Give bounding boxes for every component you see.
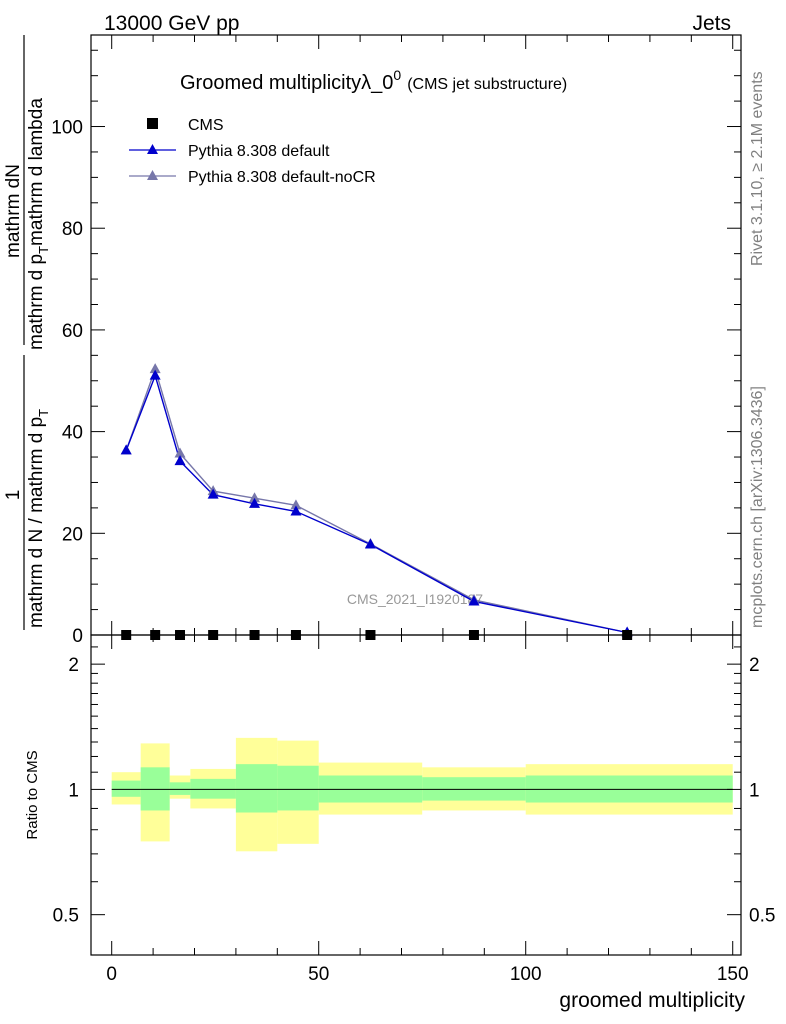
main-y-tick-label: 0 (72, 626, 83, 647)
series-point-default (207, 488, 219, 499)
plot-title-lambda: λ_0 (361, 72, 393, 94)
series-point-nocr (290, 499, 302, 510)
main-y-tick-label: 80 (62, 219, 83, 240)
plot-title-main: Groomed multiplicity (180, 72, 361, 94)
main-y-tick-label: 60 (62, 321, 83, 342)
ratio-plot-panel: 0.5 0.5 1 1 2 2 0 50 100 150 Ratio to CMS groome… (24, 634, 775, 1012)
legend-label-nocr: Pythia 8.308 default-noCR (188, 169, 376, 186)
main-y-tick-label: 100 (51, 118, 83, 139)
ylabel-den-two-sub: T (36, 246, 51, 254)
series-point-default (249, 497, 261, 508)
main-y-axis-label: 1 mathrm d N / mathrm d pT mathrm dN mat… (3, 35, 51, 630)
mcplots-credit-label: mcplots.cern.ch [arXiv:1306.3436] (749, 386, 766, 628)
x-tick-label: 150 (717, 964, 749, 985)
ratio-plot-frame (90, 634, 742, 956)
ratio-inner-band (235, 764, 278, 813)
ratio-inner-band (169, 782, 191, 795)
legend: CMS Pythia 8.308 default Pythia 8.308 de… (129, 117, 376, 186)
ratio-inner-band (111, 780, 141, 797)
ratio-inner-band (190, 778, 236, 799)
x-axis-label: groomed multiplicity (559, 989, 745, 1012)
series-point-default (290, 505, 302, 516)
ratio-y-axis: 0.5 0.5 1 1 2 2 (53, 646, 775, 927)
ratio-y-tick-label: 1 (68, 780, 79, 801)
series-point-nocr (174, 447, 186, 458)
series-point-nocr (149, 363, 161, 374)
ylabel-one: 1 (3, 490, 24, 501)
ratio-x-axis: 0 50 100 150 (106, 635, 749, 985)
ratio-y-tick-label-right: 2 (749, 655, 760, 676)
ratio-y-tick-label: 2 (68, 655, 79, 676)
series-point-nocr (249, 492, 261, 503)
x-tick-label: 100 (510, 964, 542, 985)
plot-subtitle: (CMS jet substructure) (407, 76, 567, 93)
series-point-default (149, 369, 161, 380)
ylabel-numerator: mathrm dN (3, 164, 24, 258)
ylabel-num-text: mathrm dN (3, 164, 24, 258)
series-point-default (364, 538, 376, 549)
plot-title-superscript: 0 (393, 67, 401, 83)
header-energy: 13000 GeV pp (104, 12, 239, 35)
main-y-tick-label: 20 (62, 524, 83, 545)
ratio-y-tick-label-right: 0.5 (749, 906, 775, 927)
header-process: Jets (692, 12, 731, 35)
ratio-y-axis-label: Ratio to CMS (24, 750, 41, 839)
ratio-uncertainty-bands (111, 737, 733, 852)
ratio-y-tick-label: 0.5 (53, 906, 79, 927)
ylabel-denominator-two: mathrm d pTmathrm d lambda (26, 98, 51, 350)
ylabel-den-one-sub: T (36, 409, 51, 417)
ylabel-den-two-text: mathrm d p (26, 254, 47, 350)
x-tick-label: 50 (308, 964, 329, 985)
series-point-default (468, 595, 480, 606)
rivet-version-label: Rivet 3.1.10, ≥ 2.1M events (749, 71, 766, 266)
ratio-inner-band (277, 765, 319, 811)
legend-marker-default (147, 144, 158, 154)
main-y-axis: 0 20 40 60 80 100 (51, 49, 741, 647)
ratio-y-tick-label-right: 1 (749, 780, 760, 801)
ratio-inner-band (140, 767, 170, 811)
ylabel-den-two-tail: mathrm d lambda (26, 98, 47, 246)
legend-marker-nocr (147, 170, 158, 180)
legend-label-cms: CMS (188, 117, 224, 134)
legend-marker-cms (147, 118, 158, 129)
series-point-default (174, 455, 186, 466)
plot-title: Groomed multiplicityλ_00 (CMS jet substru… (180, 67, 567, 94)
ratio-inner-band (422, 777, 526, 801)
x-tick-label: 0 (106, 964, 117, 985)
series-point-default (120, 444, 132, 455)
main-y-tick-label: 40 (62, 423, 83, 444)
ylabel-den-one-text: mathrm d N / mathrm d p (26, 417, 47, 628)
legend-label-default: Pythia 8.308 default (188, 143, 330, 160)
ylabel-denominator-one: mathrm d N / mathrm d pT (26, 409, 51, 628)
analysis-watermark: CMS_2021_I1920187 (347, 591, 483, 607)
